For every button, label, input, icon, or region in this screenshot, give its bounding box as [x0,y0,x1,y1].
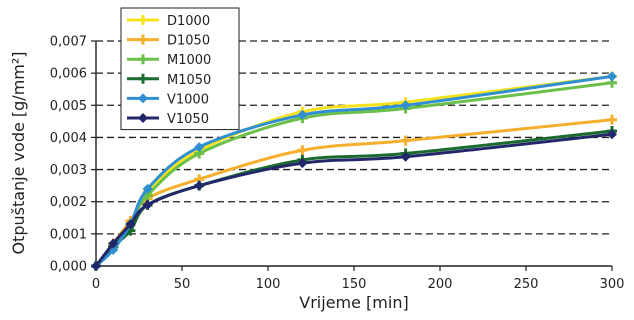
legend-label: D1000 [167,14,210,29]
legend: D1000 D1050 M1000 M1050 V1000 V1050 [120,7,240,131]
series-M1050 [91,126,617,271]
series-line [94,129,614,268]
y-tick-label: 0,002 [50,195,87,210]
legend-label: M1050 [167,73,211,88]
y-tick-label: 0,005 [50,99,87,114]
x-axis-title: Vrijeme [min] [299,293,408,312]
data-point [297,109,308,120]
y-tick-label: 0,004 [50,131,87,146]
legend-marker [138,54,148,65]
y-tick-label: 0,006 [50,67,87,82]
series-line [94,132,614,268]
data-point [297,158,308,169]
x-tick-label: 200 [428,277,453,292]
legend-marker [138,15,148,25]
y-tick-label: 0,000 [50,260,87,275]
legend-label: V1000 [167,92,209,107]
x-tick-label: 50 [174,277,191,292]
legend-label: V1050 [167,112,209,127]
x-tick-label: 150 [342,277,367,292]
data-point [125,219,136,230]
data-point [607,114,617,125]
axes [91,40,613,271]
data-point [194,142,205,153]
data-point [194,180,205,191]
series-V1050 [91,129,617,271]
legend-marker [138,73,148,84]
legend-label: D1050 [167,34,210,49]
x-tick-label: 250 [514,277,539,292]
data-point [607,129,617,140]
data-point [91,261,101,271]
tick-labels: 0,000 0,001 0,002 0,003 0,004 0,005 0,006 0,007… [50,35,625,293]
legend-marker [138,93,148,104]
data-point [108,238,119,249]
data-point [142,183,153,194]
legend-label: M1000 [167,53,211,68]
data-point [607,71,617,82]
data-point [400,100,411,111]
y-tick-label: 0,007 [50,35,87,50]
grid-lines [96,40,612,235]
y-axis-title: Otpuštanje vode [g/mm²] [9,51,28,254]
data-point [297,145,308,156]
x-tick-label: 0 [92,277,100,292]
y-tick-label: 0,003 [50,163,87,178]
data-point [400,151,411,162]
data-point [142,199,153,210]
series-lines [91,71,617,271]
legend-box [120,7,240,131]
y-tick-label: 0,001 [50,227,87,242]
legend-marker [138,113,148,123]
legend-marker [138,34,148,45]
data-point [400,135,411,146]
x-tick-label: 300 [600,277,625,292]
x-tick-label: 100 [256,277,281,292]
